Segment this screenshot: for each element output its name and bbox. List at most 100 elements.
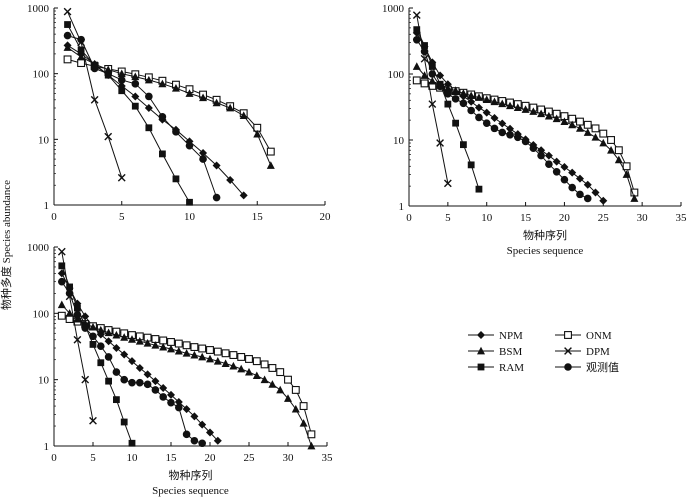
data-point-triangle: [135, 337, 144, 345]
data-point-diamond: [474, 103, 483, 112]
x-tick-label: 15: [252, 211, 264, 223]
data-point-diamond: [190, 412, 199, 421]
data-point-diamond: [159, 383, 168, 392]
legend-label: 观测值: [586, 361, 619, 374]
data-point-triangle: [560, 117, 569, 126]
data-point-cross: [412, 11, 421, 20]
legend-marker-circle: [564, 363, 572, 371]
data-point-diamond: [174, 398, 183, 407]
data-point-square: [74, 304, 81, 312]
data-point-triangle: [229, 361, 238, 370]
data-point-triangle: [428, 76, 437, 85]
data-point-diamond: [552, 157, 561, 166]
data-point-triangle: [568, 120, 577, 129]
data-point-circle: [117, 76, 126, 84]
y-tick-label: 10: [38, 375, 50, 387]
legend-label: BSM: [499, 346, 522, 358]
data-point-circle: [521, 137, 530, 146]
series-line-square: [61, 265, 133, 444]
data-point-circle: [490, 124, 499, 133]
data-point-circle: [77, 35, 85, 44]
y-tick-label: 10: [38, 134, 50, 146]
x-tick-label: 30: [637, 212, 649, 224]
data-point-circle: [420, 47, 429, 56]
data-point-square-open: [276, 368, 285, 377]
data-point-triangle: [266, 161, 275, 169]
legend-item: NPM: [468, 330, 523, 342]
y-tick-label: 100: [388, 69, 405, 81]
data-point-triangle: [544, 111, 553, 120]
y-tick-label: 1: [399, 201, 405, 213]
data-point-triangle: [506, 101, 515, 110]
data-point-triangle: [159, 342, 168, 351]
data-point-triangle: [607, 146, 616, 154]
data-point-triangle: [451, 86, 460, 95]
series-line-square-open: [67, 58, 272, 152]
data-point-square-open: [182, 341, 191, 350]
x-axis-label-en: Species sequence: [152, 485, 229, 497]
data-point-triangle: [459, 89, 468, 97]
data-point-triangle: [482, 95, 491, 103]
data-point-triangle: [291, 404, 300, 413]
data-point-circle: [97, 342, 105, 350]
data-point-square: [58, 262, 66, 270]
legend-label: ONM: [586, 330, 612, 342]
data-point-triangle: [239, 111, 248, 119]
data-point-circle: [498, 128, 507, 137]
data-point-circle: [428, 70, 437, 78]
data-point-diamond: [583, 180, 592, 189]
data-point-triangle: [307, 441, 316, 450]
data-point-triangle: [171, 84, 180, 92]
data-point-diamond: [575, 174, 584, 183]
data-point-triangle: [467, 91, 476, 100]
data-point-triangle: [213, 356, 222, 365]
x-tick-label: 5: [119, 211, 125, 223]
data-point-square: [97, 359, 105, 367]
x-tick-label: 20: [205, 452, 217, 464]
data-point-diamond: [560, 162, 569, 171]
data-point-triangle: [73, 314, 82, 323]
data-point-circle: [73, 311, 82, 319]
data-point-diamond: [144, 104, 153, 113]
x-axis-label-cn: 物种序列: [523, 228, 567, 242]
data-point-square-open: [599, 129, 608, 138]
data-point-circle: [436, 82, 444, 91]
data-point-triangle: [151, 341, 160, 349]
data-point-square: [172, 175, 180, 183]
data-point-diamond: [537, 146, 546, 155]
x-tick-label: 20: [320, 211, 332, 223]
data-point-square-open: [591, 124, 600, 133]
data-point-diamond: [143, 370, 152, 379]
data-point-circle: [136, 378, 144, 387]
data-point-circle: [444, 90, 452, 98]
data-point-diamond: [151, 377, 160, 386]
x-tick-label: 5: [445, 212, 451, 224]
data-point-square: [131, 102, 139, 110]
data-point-diamond: [120, 350, 129, 359]
x-axis-label-cn: 物种序列: [169, 468, 213, 482]
data-point-square-open: [576, 117, 584, 126]
data-point-triangle: [583, 128, 592, 136]
data-point-circle: [552, 167, 561, 176]
y-tick-label: 10: [393, 135, 405, 147]
legend: NPM ONM BSM DPM RAM 观测值: [468, 330, 619, 374]
data-point-diamond: [599, 196, 608, 205]
legend-label: RAM: [499, 362, 524, 374]
data-point-circle: [63, 31, 72, 40]
data-point-diamond: [213, 436, 222, 445]
data-point-square-open: [198, 344, 207, 353]
x-tick-label: 5: [90, 452, 96, 464]
data-point-square-open: [237, 353, 246, 361]
data-point-circle: [545, 160, 553, 168]
data-point-square: [66, 283, 73, 291]
data-point-square-open: [268, 364, 277, 372]
data-point-triangle: [552, 114, 561, 123]
data-point-square-open: [252, 357, 261, 366]
data-point-triangle: [174, 346, 183, 355]
data-point-cross: [117, 173, 126, 182]
y-tick-label: 100: [33, 69, 50, 81]
data-point-circle: [128, 378, 136, 387]
data-point-triangle: [199, 93, 208, 102]
data-point-square-open: [614, 146, 623, 155]
data-point-triangle: [167, 344, 175, 353]
